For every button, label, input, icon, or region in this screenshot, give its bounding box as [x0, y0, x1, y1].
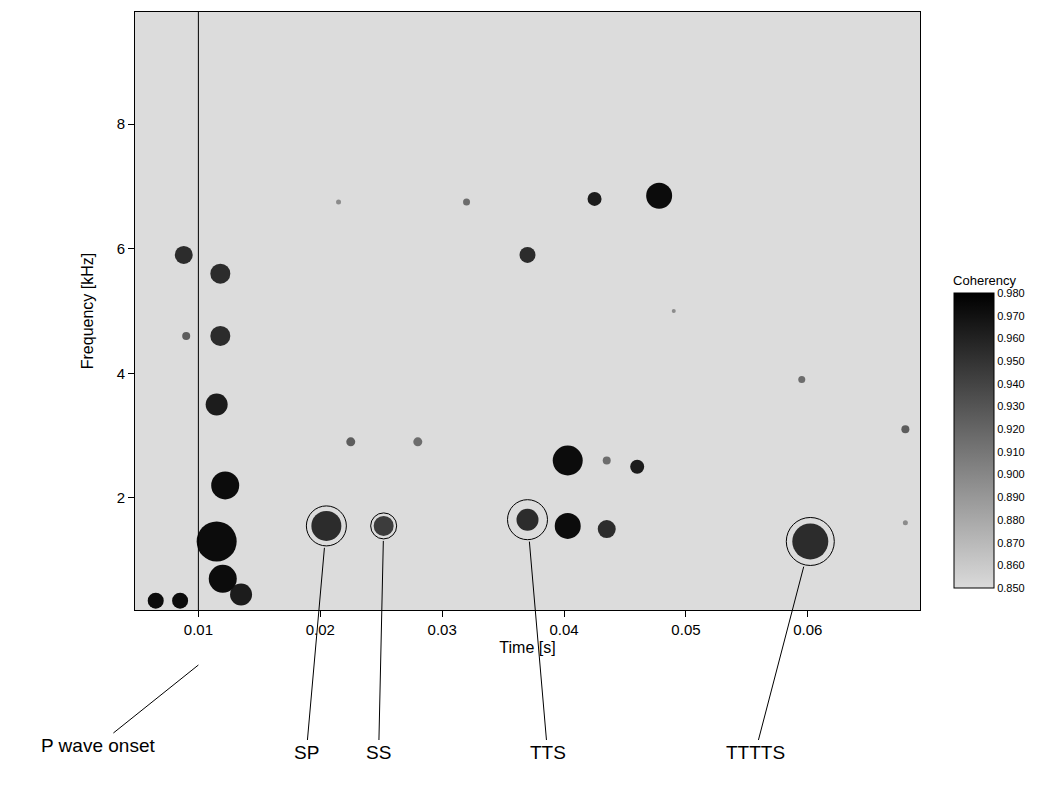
svg-text:Time [s]: Time [s]	[499, 639, 555, 656]
svg-text:0.920: 0.920	[997, 423, 1025, 435]
svg-text:0.05: 0.05	[671, 621, 700, 638]
svg-text:0.890: 0.890	[997, 491, 1025, 503]
svg-text:8: 8	[117, 115, 125, 132]
svg-text:0.910: 0.910	[997, 446, 1025, 458]
svg-text:0.950: 0.950	[997, 355, 1025, 367]
svg-text:SP: SP	[294, 742, 319, 763]
svg-text:0.850: 0.850	[997, 582, 1025, 594]
svg-text:0.900: 0.900	[997, 468, 1025, 480]
svg-text:0.970: 0.970	[997, 310, 1025, 322]
svg-text:0.01: 0.01	[184, 621, 213, 638]
svg-text:Frequency [kHz]: Frequency [kHz]	[79, 253, 96, 369]
svg-text:0.930: 0.930	[997, 400, 1025, 412]
svg-text:0.04: 0.04	[549, 621, 578, 638]
svg-text:4: 4	[117, 365, 125, 382]
svg-text:0.860: 0.860	[997, 559, 1025, 571]
svg-text:Coherency: Coherency	[953, 273, 1016, 288]
svg-text:0.960: 0.960	[997, 332, 1025, 344]
svg-text:0.940: 0.940	[997, 378, 1025, 390]
svg-text:0.02: 0.02	[306, 621, 335, 638]
svg-text:6: 6	[117, 240, 125, 257]
svg-text:0.880: 0.880	[997, 514, 1025, 526]
svg-text:SS: SS	[366, 742, 391, 763]
svg-text:0.03: 0.03	[428, 621, 457, 638]
svg-text:0.870: 0.870	[997, 537, 1025, 549]
svg-text:0.980: 0.980	[997, 287, 1025, 299]
svg-text:0.06: 0.06	[793, 621, 822, 638]
svg-text:2: 2	[117, 489, 125, 506]
svg-text:TTTTS: TTTTS	[726, 742, 785, 763]
svg-text:TTS: TTS	[530, 742, 566, 763]
svg-text:P wave onset: P wave onset	[41, 735, 155, 756]
